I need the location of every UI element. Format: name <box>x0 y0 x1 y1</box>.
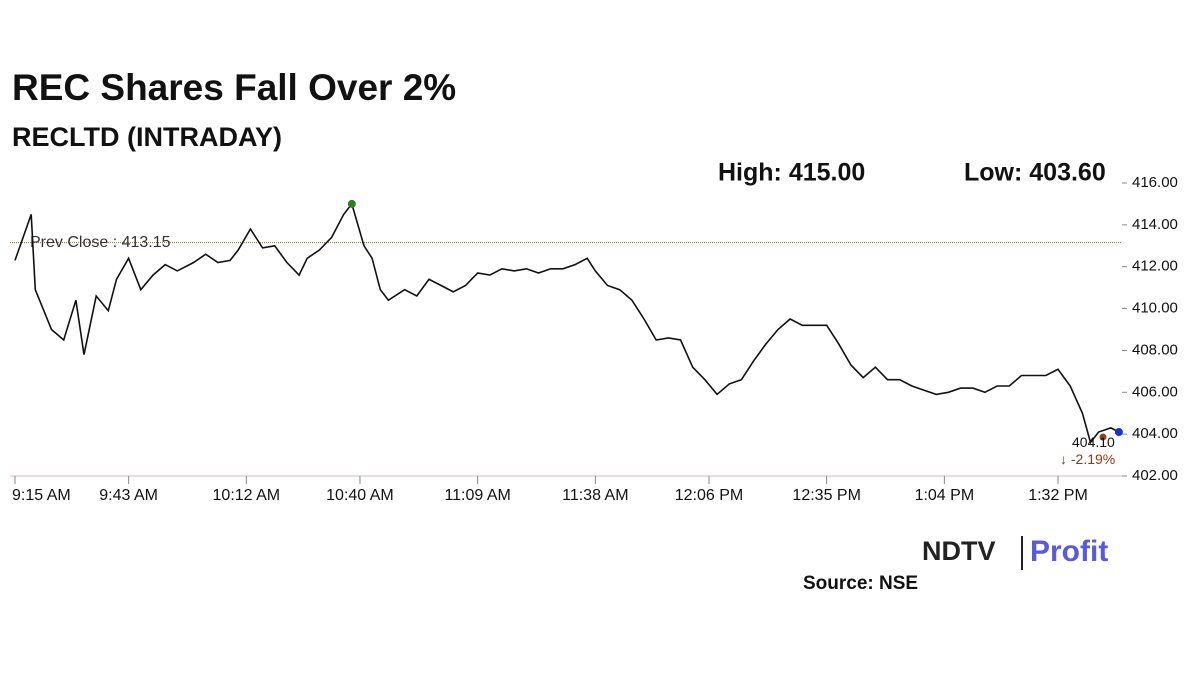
chart-subtitle: RECLTD (INTRADAY) <box>12 122 282 152</box>
y-tick-label: 402.00 <box>1132 467 1178 484</box>
x-tick-label: 9:43 AM <box>99 487 158 504</box>
x-tick-label: 10:40 AM <box>326 487 394 504</box>
y-tick-label: 412.00 <box>1132 258 1178 275</box>
y-tick-label: 408.00 <box>1132 341 1178 358</box>
x-tick-label: 10:12 AM <box>213 487 281 504</box>
chart-title: REC Shares Fall Over 2% <box>12 67 456 108</box>
x-tick-label: 1:04 PM <box>915 487 975 504</box>
x-tick-label: 9:15 AM <box>12 487 71 504</box>
y-tick-label: 414.00 <box>1132 216 1178 233</box>
x-tick-label: 12:06 PM <box>675 487 743 504</box>
last-label: 404.10 <box>1072 434 1115 450</box>
high-text: High: 415.00 <box>718 159 865 187</box>
last-dot <box>1099 433 1107 441</box>
y-tick-label: 416.00 <box>1132 174 1178 191</box>
x-tick-label: 11:38 AM <box>562 487 628 504</box>
x-tick-label: 12:35 PM <box>792 487 860 504</box>
y-tick-label: 406.00 <box>1132 383 1178 400</box>
y-tick-label: 410.00 <box>1132 300 1178 317</box>
high-marker <box>347 199 356 208</box>
prev-close-label: Prev Close : 413.15 <box>30 234 171 251</box>
last-marker <box>1114 428 1123 437</box>
x-tick-label: 11:09 AM <box>444 487 510 504</box>
logo-ndtv: NDTV <box>922 536 996 566</box>
price-line <box>14 202 1120 445</box>
y-tick-label: 404.00 <box>1132 425 1178 442</box>
logo-profit: Profit <box>1030 535 1108 568</box>
source: Source: NSE <box>803 573 918 594</box>
change-label: ↓ -2.19% <box>1060 451 1115 467</box>
low-text: Low: 403.60 <box>964 159 1106 187</box>
x-tick-label: 1:32 PM <box>1028 487 1088 504</box>
